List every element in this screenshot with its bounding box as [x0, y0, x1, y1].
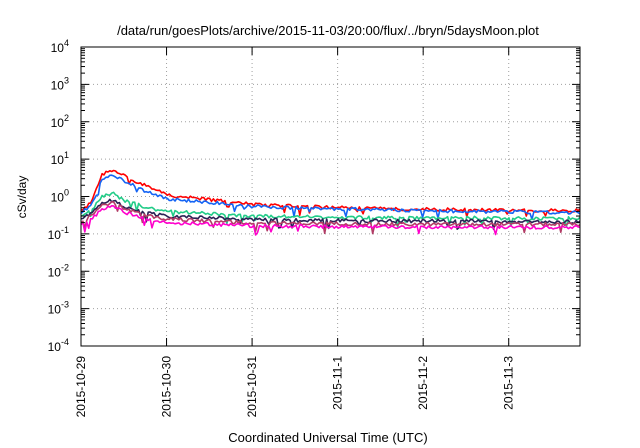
y-tick-label: 102: [51, 113, 69, 130]
y-tick-label: 101: [51, 150, 69, 167]
x-axis-label: Coordinated Universal Time (UTC): [228, 430, 427, 445]
y-tick-label: 10-2: [48, 262, 69, 279]
x-tick-labels: 2015-10-29 2015-10-30 2015-10-31 2015-11-1 2…: [74, 356, 516, 418]
x-tick-label: 2015-10-31: [245, 356, 259, 418]
series-line: [80, 201, 581, 235]
series-line: [80, 174, 581, 221]
y-tick-labels: 104 103 102 101 100 10-1 10-2 10-3 10-4: [48, 38, 69, 354]
x-tick-label: 2015-11-3: [502, 356, 516, 410]
series-line: [80, 205, 581, 236]
y-tick-label: 103: [51, 75, 69, 92]
chart-title: /data/run/goesPlots/archive/2015-11-03/2…: [117, 23, 539, 38]
series-line: [80, 198, 581, 231]
y-tick-label: 10-4: [48, 337, 69, 354]
y-tick-label: 10-3: [48, 300, 69, 317]
x-tick-label: 2015-11-1: [331, 356, 345, 410]
axis-ticks: [80, 46, 580, 347]
x-tick-label: 2015-10-30: [160, 356, 174, 418]
x-tick-label: 2015-10-29: [74, 356, 88, 418]
y-tick-label: 104: [51, 38, 69, 55]
series-line: [80, 191, 581, 228]
y-axis-label: cSv/day: [15, 176, 29, 219]
grid-lines: [81, 47, 580, 346]
series-lines: [80, 169, 581, 236]
y-tick-label: 100: [51, 188, 69, 205]
x-tick-label: 2015-11-2: [416, 356, 430, 410]
y-tick-label: 10-1: [48, 225, 69, 242]
